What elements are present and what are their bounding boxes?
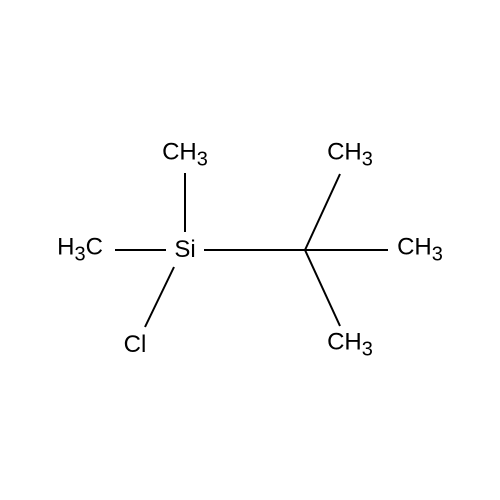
atom-h3c-left: H3C (57, 234, 103, 267)
atom-label: CH3 (162, 139, 208, 166)
atom-cl: Cl (124, 331, 147, 359)
atom-ch3-top-right: CH3 (327, 139, 373, 172)
atom-ch3-top-left: CH3 (162, 139, 208, 172)
atom-si: Si (174, 236, 195, 264)
atom-label: CH3 (327, 329, 373, 356)
atom-label: H3C (57, 234, 103, 261)
atom-label: CH3 (327, 139, 373, 166)
atom-label: CH3 (397, 234, 443, 261)
atom-ch3-right: CH3 (397, 234, 443, 267)
atom-ch3-bottom-right: CH3 (327, 329, 373, 362)
